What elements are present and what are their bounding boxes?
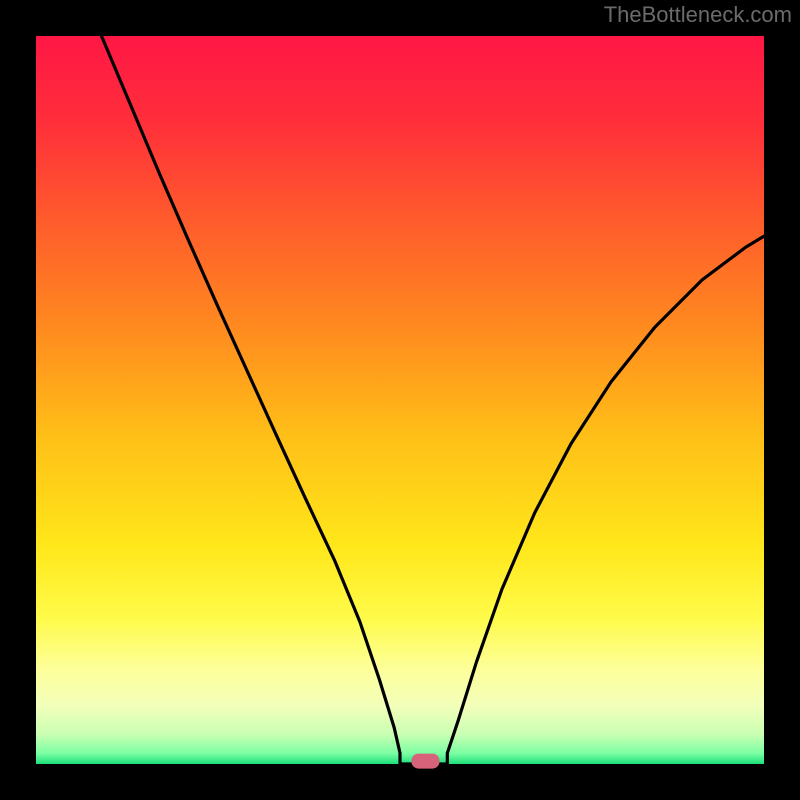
watermark-text: TheBottleneck.com: [604, 2, 792, 28]
optimum-marker: [411, 754, 439, 769]
chart-container: TheBottleneck.com: [0, 0, 800, 800]
bottleneck-chart: [0, 0, 800, 800]
